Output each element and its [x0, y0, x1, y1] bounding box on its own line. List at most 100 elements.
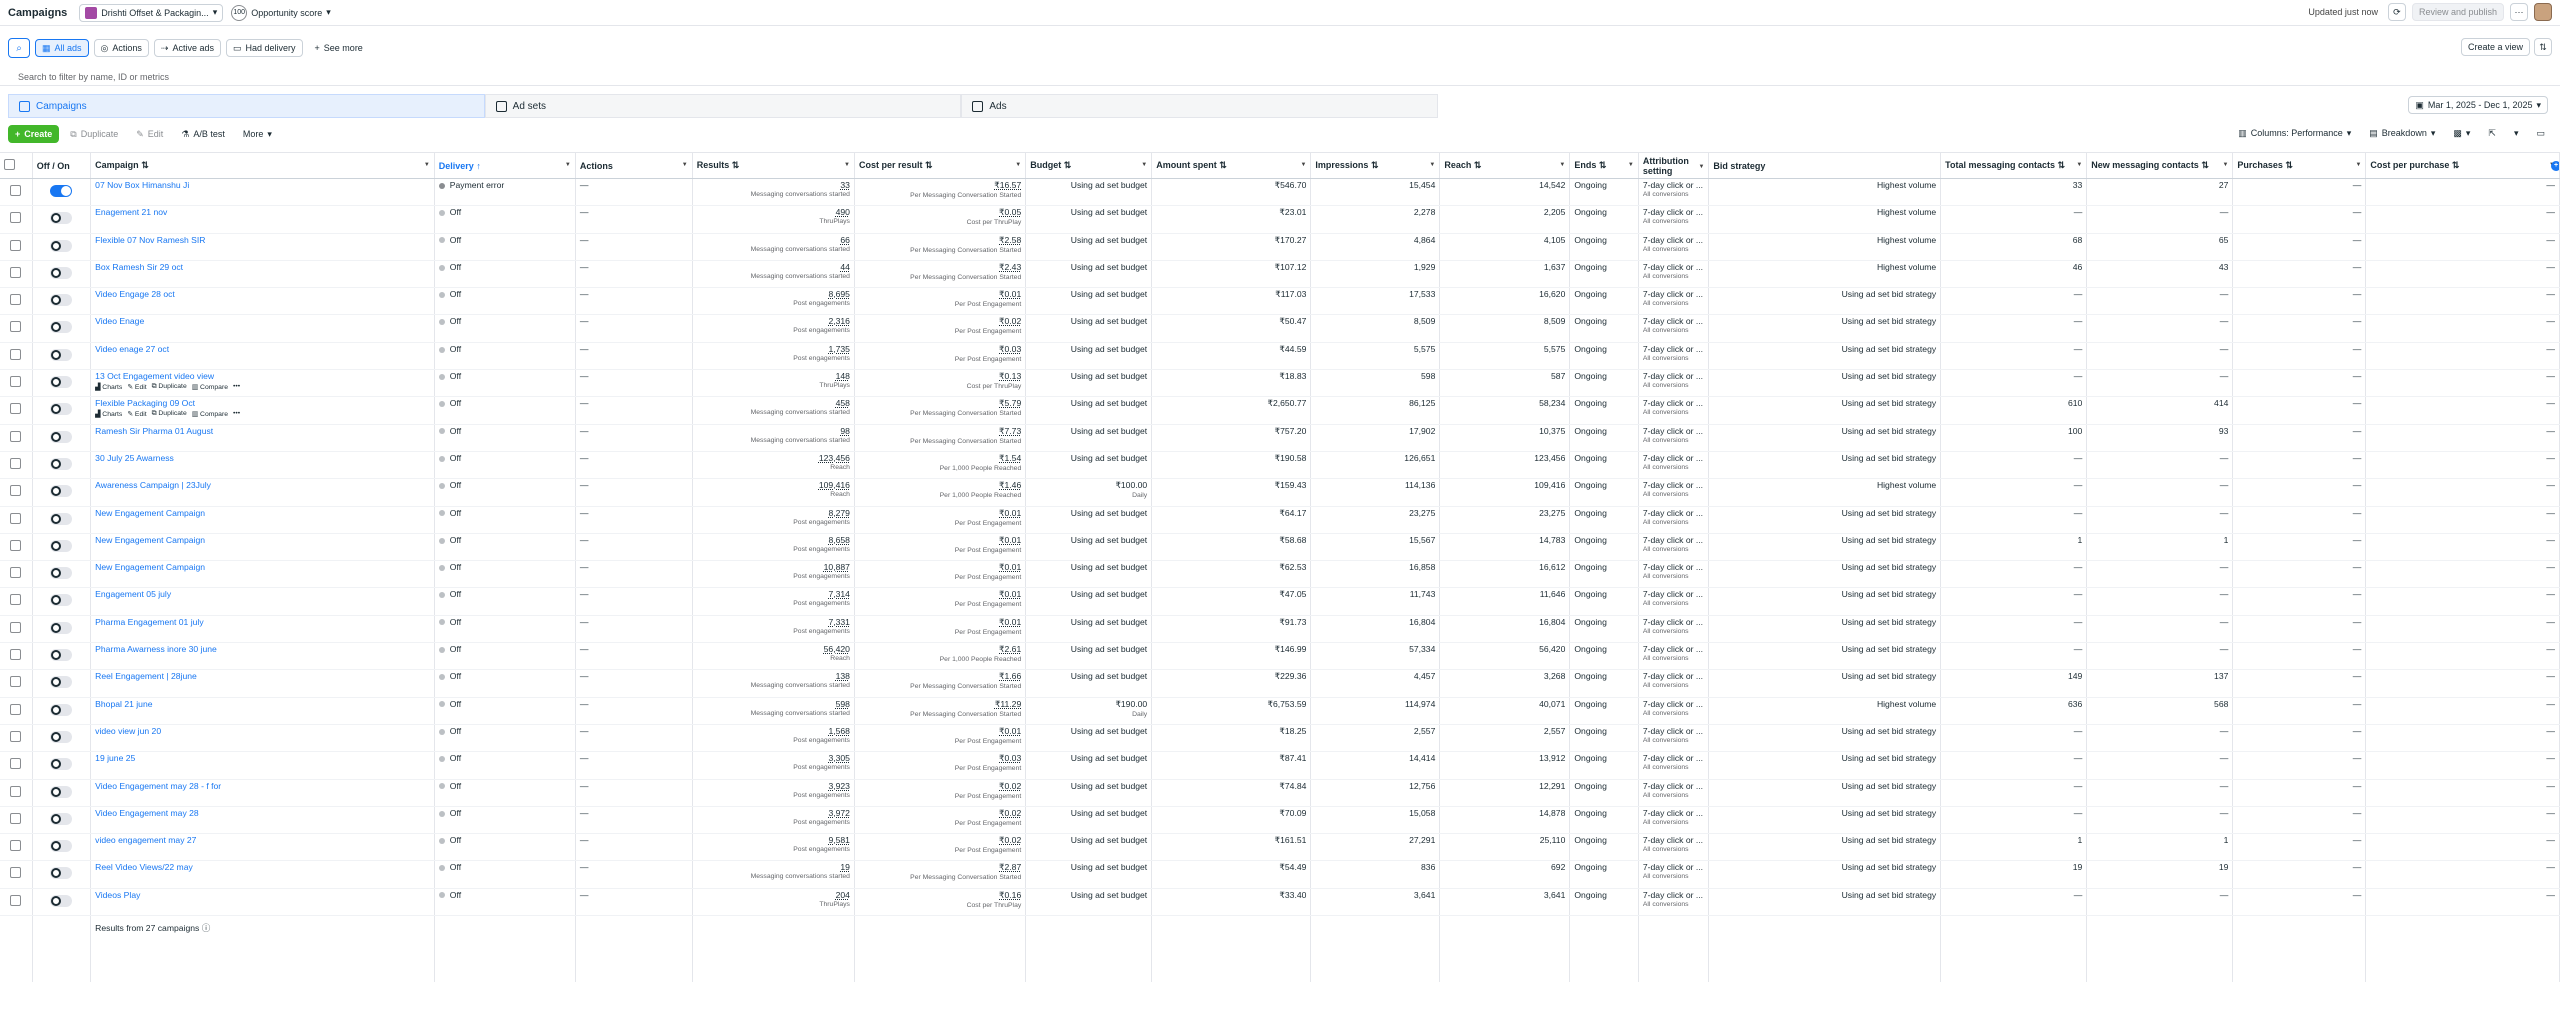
swap-view-button[interactable]: ⇅ [2534, 38, 2552, 56]
cost-per-result-value[interactable]: ₹1.54 [999, 452, 1022, 463]
table-row[interactable]: video engagement may 27 Off — 9,581 Post … [0, 833, 2560, 862]
campaign-name-link[interactable]: Engagement 05 july [95, 589, 172, 600]
campaign-name-link[interactable]: Video Engagement may 28 - f for [95, 780, 222, 791]
cost-per-result-value[interactable]: ₹16.57 [994, 180, 1022, 190]
results-value[interactable]: 123,456 [818, 452, 850, 463]
results-value[interactable]: 8,695 [828, 289, 850, 300]
row-select[interactable] [0, 342, 33, 371]
table-row[interactable]: 19 june 25 Off — 3,305 Post engagements ₹… [0, 751, 2560, 780]
table-row[interactable]: Video Enage Off — 2,316 Post engagements … [0, 314, 2560, 343]
table-row[interactable]: Pharma Engagement 01 july Off — 7,331 Pos… [0, 615, 2560, 644]
checkbox[interactable] [10, 539, 22, 551]
row-select[interactable] [0, 396, 33, 425]
results-value[interactable]: 7,314 [828, 589, 850, 600]
on-off-toggle[interactable] [50, 649, 73, 662]
table-row[interactable]: Reel Video Views/22 may Off — 19 Messagin… [0, 860, 2560, 889]
column-menu-icon[interactable]: ▼ [681, 162, 688, 168]
checkbox[interactable] [10, 812, 22, 824]
table-row[interactable]: Engagement 05 july Off — 7,314 Post engag… [0, 587, 2560, 616]
results-value[interactable]: 148 [835, 371, 850, 382]
cost-per-result-value[interactable]: ₹0.03 [999, 753, 1022, 764]
cost-per-result-value[interactable]: ₹0.02 [999, 780, 1022, 791]
campaign-name-link[interactable]: Enagement 21 nov [95, 207, 168, 218]
cost-per-result-value[interactable]: ₹0.01 [999, 562, 1022, 573]
results-value[interactable]: 19 [840, 862, 850, 873]
on-off-toggle[interactable] [50, 430, 73, 443]
column-header-impressions[interactable]: Impressions ⇅ ▼ [1310, 152, 1441, 179]
row-action-charts[interactable]: ▟ Charts [95, 411, 123, 419]
results-value[interactable]: 458 [835, 398, 850, 409]
row-action-duplicate[interactable]: ⧉ Duplicate [151, 383, 187, 391]
cost-per-result-value[interactable]: ₹0.01 [999, 725, 1022, 736]
cost-per-result-value[interactable]: ₹2.58 [999, 234, 1022, 245]
column-menu-icon[interactable]: ▼ [2355, 162, 2362, 168]
results-value[interactable]: 109,416 [818, 480, 850, 491]
cost-per-result-value[interactable]: ₹2.61 [999, 644, 1022, 655]
on-off-toggle[interactable] [50, 840, 73, 853]
campaign-name-link[interactable]: Reel Engagement | 28june [95, 671, 197, 682]
table-row[interactable]: New Engagement Campaign Off — 8,658 Post … [0, 533, 2560, 562]
results-value[interactable]: 44 [840, 261, 850, 272]
campaign-name-link[interactable]: Pharma Engagement 01 july [95, 616, 204, 627]
on-off-toggle[interactable] [50, 485, 73, 498]
checkbox[interactable] [10, 785, 22, 797]
tab-ad-sets[interactable]: Ad sets [484, 94, 962, 118]
row-select[interactable] [0, 287, 33, 316]
campaign-name-link[interactable]: Box Ramesh Sir 29 oct [95, 261, 184, 272]
cost-per-result-value[interactable]: ₹0.03 [999, 343, 1022, 354]
on-off-toggle[interactable] [50, 676, 73, 689]
checkbox[interactable] [10, 376, 22, 388]
on-off-toggle[interactable] [50, 266, 73, 279]
results-value[interactable]: 33 [840, 180, 850, 190]
table-row[interactable]: Reel Engagement | 28june Off — 138 Messag… [0, 669, 2560, 698]
campaign-name-link[interactable]: 07 Nov Box Himanshu Ji [95, 180, 190, 190]
cost-per-result-value[interactable]: ₹2.43 [999, 261, 1022, 272]
row-select[interactable] [0, 369, 33, 398]
date-range-picker[interactable]: ▣ Mar 1, 2025 - Dec 1, 2025 ▾ [2408, 96, 2548, 114]
row-action-charts[interactable]: ▟ Charts [95, 384, 123, 392]
cost-per-result-value[interactable]: ₹5.79 [999, 398, 1022, 409]
see-more-button[interactable]: + See more [307, 39, 370, 57]
results-value[interactable]: 10,887 [823, 562, 850, 573]
results-value[interactable]: 2,316 [828, 316, 850, 327]
more-button[interactable]: More ▾ [235, 125, 279, 143]
row-select[interactable] [0, 178, 33, 207]
checkbox[interactable] [10, 430, 22, 442]
checkbox[interactable] [10, 730, 22, 742]
on-off-toggle[interactable] [50, 403, 73, 416]
row-action-duplicate[interactable]: ⧉ Duplicate [151, 410, 187, 418]
column-menu-icon[interactable]: ▼ [1141, 162, 1148, 168]
row-select[interactable] [0, 642, 33, 671]
campaign-name-link[interactable]: 30 July 25 Awarness [95, 452, 174, 463]
row-select[interactable] [0, 587, 33, 616]
checkbox[interactable] [10, 758, 22, 770]
campaign-name-link[interactable]: Ramesh Sir Pharma 01 August [95, 425, 214, 436]
checkbox[interactable] [10, 403, 22, 415]
row-select[interactable] [0, 669, 33, 698]
column-header-new-messaging[interactable]: New messaging contacts ⇅ ▼ [2086, 152, 2234, 179]
results-value[interactable]: 138 [835, 671, 850, 682]
checkbox[interactable] [10, 185, 22, 196]
table-row[interactable]: video view jun 20 Off — 1,568 Post engage… [0, 724, 2560, 753]
row-select[interactable] [0, 751, 33, 780]
checkbox[interactable] [10, 867, 22, 879]
campaign-name-link[interactable]: Flexible Packaging 09 Oct [95, 398, 196, 409]
campaign-name-link[interactable]: Video Enage [95, 316, 145, 327]
table-row[interactable]: Video Engagement may 28 - f for Off — 3,… [0, 779, 2560, 807]
create-button[interactable]: + Create [8, 125, 60, 143]
results-value[interactable]: 490 [835, 207, 850, 218]
campaign-name-link[interactable]: Videos Play [95, 889, 141, 900]
on-off-toggle[interactable] [50, 894, 73, 907]
column-menu-icon[interactable]: ▼ [423, 162, 430, 168]
campaign-name-link[interactable]: Video Engagement may 28 [95, 807, 199, 818]
cost-per-result-value[interactable]: ₹11.29 [994, 698, 1022, 709]
results-value[interactable]: 8,279 [828, 507, 850, 518]
results-value[interactable]: 1,568 [828, 725, 850, 736]
row-select[interactable] [0, 451, 33, 480]
campaign-name-link[interactable]: Flexible 07 Nov Ramesh SIR [95, 234, 206, 245]
on-off-toggle[interactable] [50, 239, 73, 252]
on-off-toggle[interactable] [50, 321, 73, 334]
cost-per-result-value[interactable]: ₹0.02 [999, 835, 1022, 846]
cost-per-result-value[interactable]: ₹0.01 [999, 507, 1022, 518]
row-action-edit[interactable]: ✎ Edit [127, 384, 147, 392]
